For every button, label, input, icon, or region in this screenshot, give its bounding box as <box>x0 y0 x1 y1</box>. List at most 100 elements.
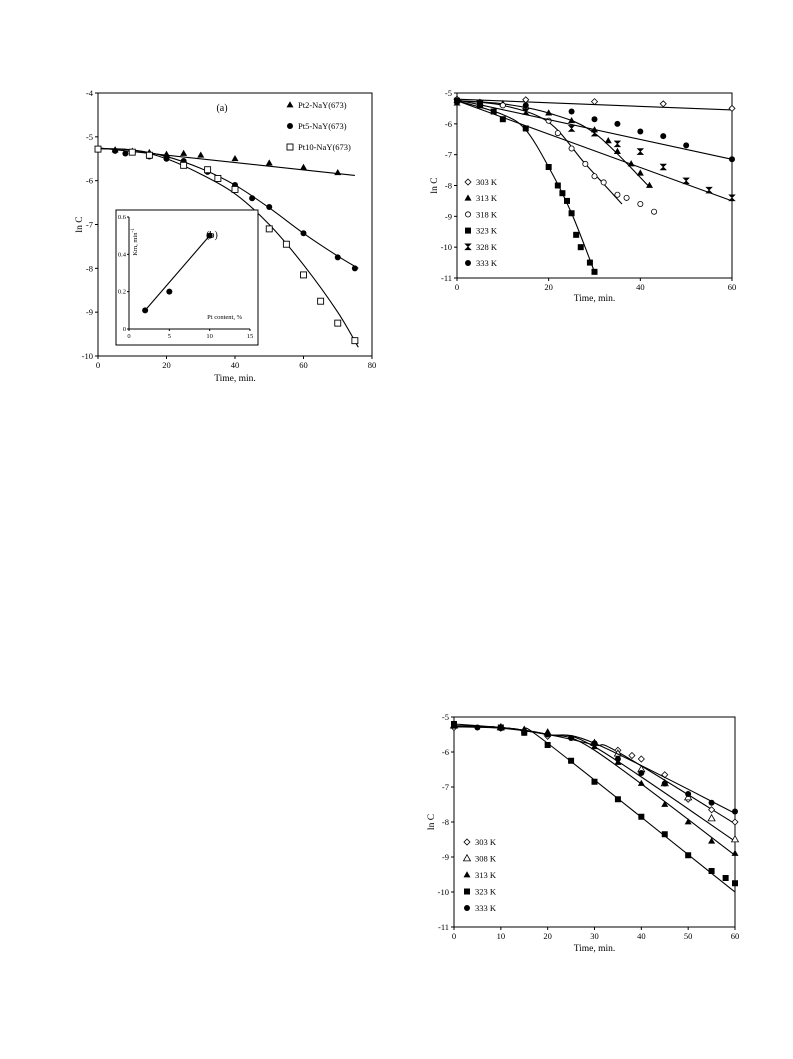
data-point-333-k <box>732 808 738 815</box>
data-point-333-k <box>708 799 715 806</box>
data-point-313-k <box>636 169 644 176</box>
data-point-pt10-nay-673 <box>94 145 102 153</box>
y-tick-label: -11 <box>441 273 452 283</box>
data-point-323-k <box>522 125 529 132</box>
x-axis-title: Time, min. <box>214 374 256 384</box>
data-point-323-k <box>638 813 645 820</box>
data-point-333-k <box>591 116 598 123</box>
data-point-313-k <box>661 800 669 807</box>
inset-x-tick-label: 10 <box>206 333 213 340</box>
series-pt10-nay-673 <box>94 145 359 348</box>
inset-x-tick-label: 15 <box>247 333 254 340</box>
data-point-318-k <box>637 200 644 207</box>
legend-label-313-k: 313 K <box>475 870 497 880</box>
data-point-333-k <box>729 156 735 163</box>
x-tick-label: 40 <box>636 282 645 292</box>
legend-label-308-k: 308 K <box>475 854 497 864</box>
y-tick-label: -8 <box>86 263 93 273</box>
data-point-333-k <box>476 99 483 106</box>
data-point-pt2-nay-673 <box>334 168 342 176</box>
data-point-pt2-nay-673 <box>180 149 188 156</box>
legend-marker-313-k <box>464 194 472 201</box>
inset-y-tick-label: 0.4 <box>118 251 127 258</box>
fit-line-323-k <box>456 100 596 273</box>
inset-y-tick-label: 0.6 <box>118 214 127 221</box>
data-point-333-k <box>637 128 644 135</box>
data-point-323-k <box>685 852 692 859</box>
x-tick-label: 80 <box>368 360 377 370</box>
data-point-303-k <box>628 751 636 760</box>
y-tick-label: -9 <box>86 307 93 317</box>
legend-label-328-k: 328 K <box>476 242 498 252</box>
data-point-313-k <box>568 116 576 124</box>
y-tick-label: -11 <box>438 922 449 932</box>
data-point-pt10-nay-673 <box>351 337 359 345</box>
legend-label-333-k: 333 K <box>475 903 497 913</box>
legend-marker-pt10-nay-673 <box>286 143 294 151</box>
x-tick-label: 0 <box>96 360 100 370</box>
data-point-313-k <box>684 818 692 825</box>
y-tick-label: -10 <box>441 242 452 252</box>
data-point-313-k <box>731 849 739 856</box>
data-point-pt2-nay-673 <box>265 159 273 166</box>
data-point-333-k <box>451 722 457 729</box>
fit-line-333-k <box>453 725 736 814</box>
data-point-333-k <box>497 725 504 732</box>
x-tick-label: 10 <box>497 931 506 941</box>
data-point-323-k <box>661 831 668 838</box>
fit-line-pt2-nay-673 <box>97 147 355 176</box>
legend-label-303-k: 303 K <box>475 837 497 847</box>
y-axis-title: ln C <box>427 814 437 830</box>
legend-label-323-k: 323 K <box>476 226 498 236</box>
data-point-303-k <box>637 755 645 763</box>
data-point-328-k <box>613 140 622 148</box>
y-tick-label: -7 <box>86 220 93 230</box>
inset-data-point <box>166 288 173 295</box>
inset-x-tick-label: 0 <box>127 333 130 340</box>
data-point-318-k <box>614 191 621 198</box>
data-point-pt2-nay-673 <box>197 151 205 158</box>
data-point-333-k <box>660 133 667 140</box>
inset-chart: 0 5 10 15 0 0.2 0.4 0.6 Pt content, % Km, min-1 (b… <box>115 209 259 346</box>
legend-marker-pt5-nay-673 <box>287 123 293 129</box>
y-tick-label: -10 <box>438 887 449 897</box>
fit-line-pt10-nay-673 <box>97 148 359 348</box>
data-point-333-k <box>661 780 668 787</box>
data-point-323-k <box>554 182 561 189</box>
data-point-333-k <box>614 756 621 762</box>
y-axis-title: ln C <box>430 177 440 193</box>
data-point-323-k <box>614 796 621 803</box>
data-point-pt5-nay-673 <box>122 150 129 157</box>
x-tick-label: 20 <box>544 282 553 292</box>
inset-x-tick-label: 5 <box>168 333 171 340</box>
x-tick-label: 60 <box>299 360 308 370</box>
data-point-pt10-nay-673 <box>317 297 325 305</box>
data-point-pt5-nay-673 <box>249 195 256 202</box>
fit-line-333-k <box>456 99 733 160</box>
legend-marker-323-k <box>465 227 471 234</box>
data-point-323-k <box>568 757 575 764</box>
data-point-318-k <box>499 102 506 109</box>
data-point-pt10-nay-673 <box>180 161 188 169</box>
data-point-333-k <box>454 97 460 104</box>
data-point-333-k <box>521 729 528 736</box>
data-point-313-k <box>545 109 553 116</box>
data-point-pt10-nay-673 <box>265 225 273 233</box>
y-tick-label: -5 <box>86 132 93 142</box>
data-point-328-k <box>590 129 599 137</box>
data-point-328-k <box>567 125 576 132</box>
data-point-pt10-nay-673 <box>231 185 239 193</box>
y-tick-label: -4 <box>86 88 94 98</box>
legend-marker-318-k <box>464 211 471 218</box>
x-axis-title: Time, min. <box>574 294 616 304</box>
legend-label-pt2-nay-673: Pt2-NaY(673) <box>298 100 347 110</box>
data-point-333-k <box>591 740 598 747</box>
legend-marker-pt2-nay-673 <box>286 101 294 108</box>
inset-frame <box>115 209 259 346</box>
legend-label-333-k: 333 K <box>476 258 498 268</box>
legend-label-pt5-nay-673: Pt5-NaY(673) <box>298 121 347 131</box>
x-tick-label: 60 <box>728 282 737 292</box>
y-tick-label: -8 <box>445 181 452 191</box>
legend-marker-333-k <box>465 260 471 266</box>
data-point-318-k <box>568 145 575 152</box>
